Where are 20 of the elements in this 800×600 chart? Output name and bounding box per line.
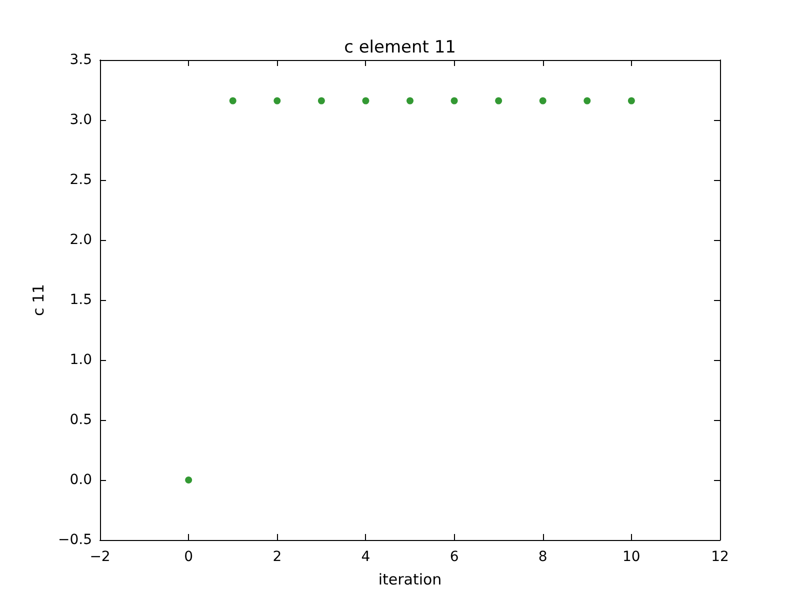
y-tick-label: 3.0 bbox=[70, 112, 92, 128]
chart-title: c element 11 bbox=[344, 38, 456, 58]
y-tick-label: 1.5 bbox=[70, 292, 92, 308]
x-tick-label: 0 bbox=[184, 549, 194, 565]
y-tick-label: 0.5 bbox=[70, 412, 92, 428]
y-tick-label: 0.0 bbox=[70, 472, 92, 488]
x-axis-title: iteration bbox=[378, 570, 442, 588]
x-tick-label: 2 bbox=[272, 549, 282, 565]
x-tick-label: 10 bbox=[622, 549, 640, 565]
x-tick-label: 12 bbox=[711, 549, 729, 565]
y-tick-label: 3.5 bbox=[70, 52, 92, 68]
x-tick-label: 6 bbox=[450, 549, 459, 565]
x-tick-label: 4 bbox=[361, 549, 370, 565]
x-tick-label: −2 bbox=[90, 549, 110, 565]
y-tick-label: 2.5 bbox=[70, 172, 92, 188]
y-tick-label: 2.0 bbox=[70, 232, 92, 248]
y-tick-label: 1.0 bbox=[70, 352, 92, 368]
y-tick-label: −0.5 bbox=[58, 532, 92, 548]
x-tick-label: 8 bbox=[538, 549, 548, 565]
y-axis-title: c 11 bbox=[30, 284, 48, 316]
